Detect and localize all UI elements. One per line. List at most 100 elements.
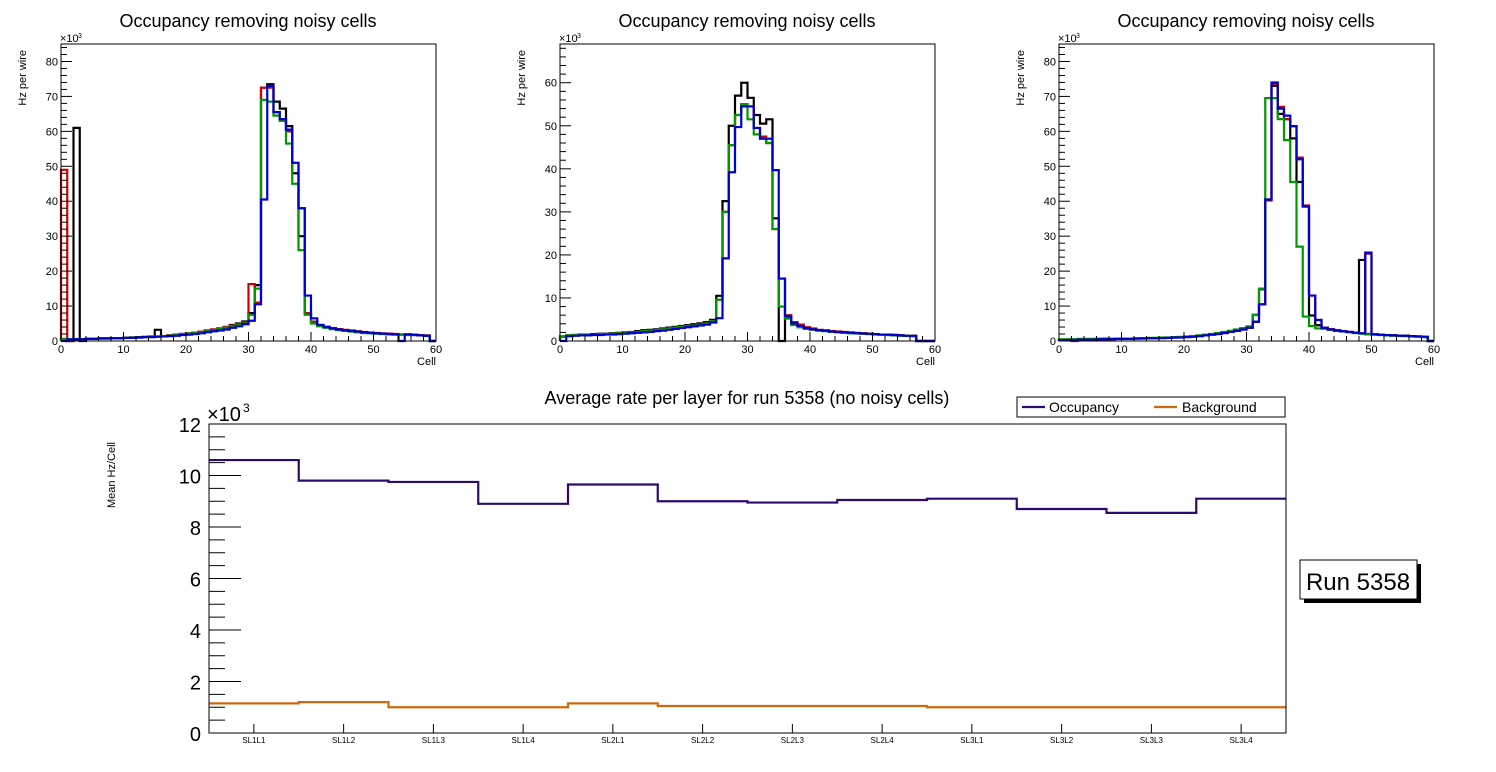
x-category-label: SL2L4 — [871, 736, 895, 745]
run-label-box: Run 5358 — [1299, 559, 1421, 603]
x-category-label: SL3L2 — [1050, 736, 1074, 745]
x-category-label: SL2L1 — [601, 736, 625, 745]
y-tick-label: 40 — [545, 164, 557, 176]
x-tick-label: 50 — [1365, 344, 1377, 356]
y-tick-label: 50 — [1044, 161, 1056, 173]
x-axis-title: Cell — [916, 356, 935, 368]
y-multiplier-label: ×10 — [60, 33, 79, 45]
x-tick-label: 20 — [180, 344, 192, 356]
y-multiplier-label: ×10 — [207, 404, 241, 426]
y-tick-label: 80 — [46, 56, 58, 68]
y-tick-label: 50 — [46, 161, 58, 173]
series-line-blue — [61, 84, 436, 343]
legend: Occupancy Background — [1016, 396, 1286, 418]
y-tick-label: 4 — [190, 621, 201, 643]
x-tick-label: 60 — [1428, 344, 1440, 356]
y-axis-title: Mean Hz/Cell — [106, 442, 118, 508]
x-category-label: SL1L2 — [332, 736, 356, 745]
y-axis-title: Hz per wire — [1015, 50, 1027, 106]
x-axis-title: Cell — [417, 356, 436, 368]
y-tick-label: 50 — [545, 121, 557, 133]
y-tick-label: 10 — [1044, 301, 1056, 313]
plot-frame — [1058, 43, 1435, 342]
legend-box — [1016, 396, 1286, 418]
series-line-black — [558, 81, 935, 343]
y-tick-label: 40 — [46, 196, 58, 208]
y-axis-title: Hz per wire — [17, 50, 29, 106]
y-tick-label: 0 — [52, 336, 58, 348]
x-tick-label: 10 — [616, 344, 628, 356]
y-multiplier-label: ×10 — [559, 33, 578, 45]
series-line-red — [59, 86, 436, 343]
series-line-red — [1057, 83, 1434, 343]
x-tick-label: 20 — [1178, 344, 1190, 356]
y-tick-label: 20 — [1044, 266, 1056, 278]
x-category-label: SL1L3 — [422, 736, 446, 745]
y-tick-label: 10 — [545, 293, 557, 305]
series-line-occupancy — [209, 458, 1286, 514]
x-tick-label: 30 — [741, 344, 753, 356]
x-tick-label: 40 — [1303, 344, 1315, 356]
y-tick-label: 30 — [1044, 231, 1056, 243]
x-category-label: SL1L4 — [512, 736, 536, 745]
y-tick-label: 60 — [1044, 126, 1056, 138]
x-tick-label: 40 — [305, 344, 317, 356]
y-tick-label: 30 — [545, 207, 557, 219]
series-line-blue — [1057, 81, 1434, 343]
chart-title: Occupancy removing noisy cells — [1117, 11, 1374, 31]
y-tick-label: 6 — [190, 570, 201, 592]
y-tick-label: 40 — [1044, 196, 1056, 208]
x-tick-label: 20 — [679, 344, 691, 356]
y-tick-label: 10 — [46, 301, 58, 313]
x-tick-label: 10 — [117, 344, 129, 356]
y-tick-label: 20 — [545, 250, 557, 262]
y-tick-label: 12 — [179, 415, 201, 437]
y-tick-label: 0 — [190, 724, 201, 746]
x-category-label: SL1L1 — [242, 736, 266, 745]
x-category-label: SL2L3 — [781, 736, 805, 745]
y-tick-label: 0 — [551, 336, 557, 348]
y-multiplier-exponent: 3 — [243, 401, 250, 415]
y-axis-title: Hz per wire — [516, 50, 528, 106]
run-label-frame — [1299, 559, 1418, 600]
series-line-red — [558, 103, 935, 343]
x-tick-label: 30 — [242, 344, 254, 356]
histogram-panel-1: Occupancy removing noisy cells Hz per wir… — [17, 11, 442, 368]
x-category-label: SL3L3 — [1140, 736, 1164, 745]
x-tick-label: 10 — [1115, 344, 1127, 356]
y-multiplier-exponent: 3 — [577, 33, 581, 40]
y-tick-label: 10 — [179, 467, 201, 489]
x-tick-label: 40 — [804, 344, 816, 356]
average-rate-panel: Average rate per layer for run 5358 (no … — [106, 388, 1287, 746]
x-tick-label: 0 — [557, 344, 563, 356]
series-line-blue — [560, 105, 935, 343]
y-tick-label: 80 — [1044, 56, 1056, 68]
x-tick-label: 60 — [430, 344, 442, 356]
x-tick-label: 0 — [1056, 344, 1062, 356]
legend-label-background: Background — [1182, 399, 1257, 415]
y-tick-label: 0 — [1050, 336, 1056, 348]
series-line-green — [558, 103, 935, 343]
y-multiplier-exponent: 3 — [78, 33, 82, 40]
y-tick-label: 70 — [46, 91, 58, 103]
chart-title: Occupancy removing noisy cells — [618, 11, 875, 31]
legend-label-occupancy: Occupancy — [1049, 399, 1119, 415]
histogram-panel-3: Occupancy removing noisy cells Hz per wir… — [1015, 11, 1440, 368]
y-tick-label: 20 — [46, 266, 58, 278]
series-line-background — [209, 701, 1286, 709]
histogram-panel-2: Occupancy removing noisy cells Hz per wir… — [516, 11, 941, 368]
y-tick-label: 60 — [545, 78, 557, 90]
x-category-label: SL2L2 — [691, 736, 715, 745]
x-tick-label: 50 — [367, 344, 379, 356]
y-multiplier-exponent: 3 — [1076, 33, 1080, 40]
series-line-black — [1057, 84, 1434, 343]
run-label-text: Run 5358 — [1306, 569, 1410, 596]
x-axis-title: Cell — [1415, 356, 1434, 368]
x-tick-label: 50 — [866, 344, 878, 356]
chart-title: Average rate per layer for run 5358 (no … — [545, 388, 950, 408]
y-tick-label: 70 — [1044, 91, 1056, 103]
x-category-label: SL3L4 — [1230, 736, 1254, 745]
y-multiplier-label: ×10 — [1058, 33, 1077, 45]
x-tick-label: 60 — [929, 344, 941, 356]
